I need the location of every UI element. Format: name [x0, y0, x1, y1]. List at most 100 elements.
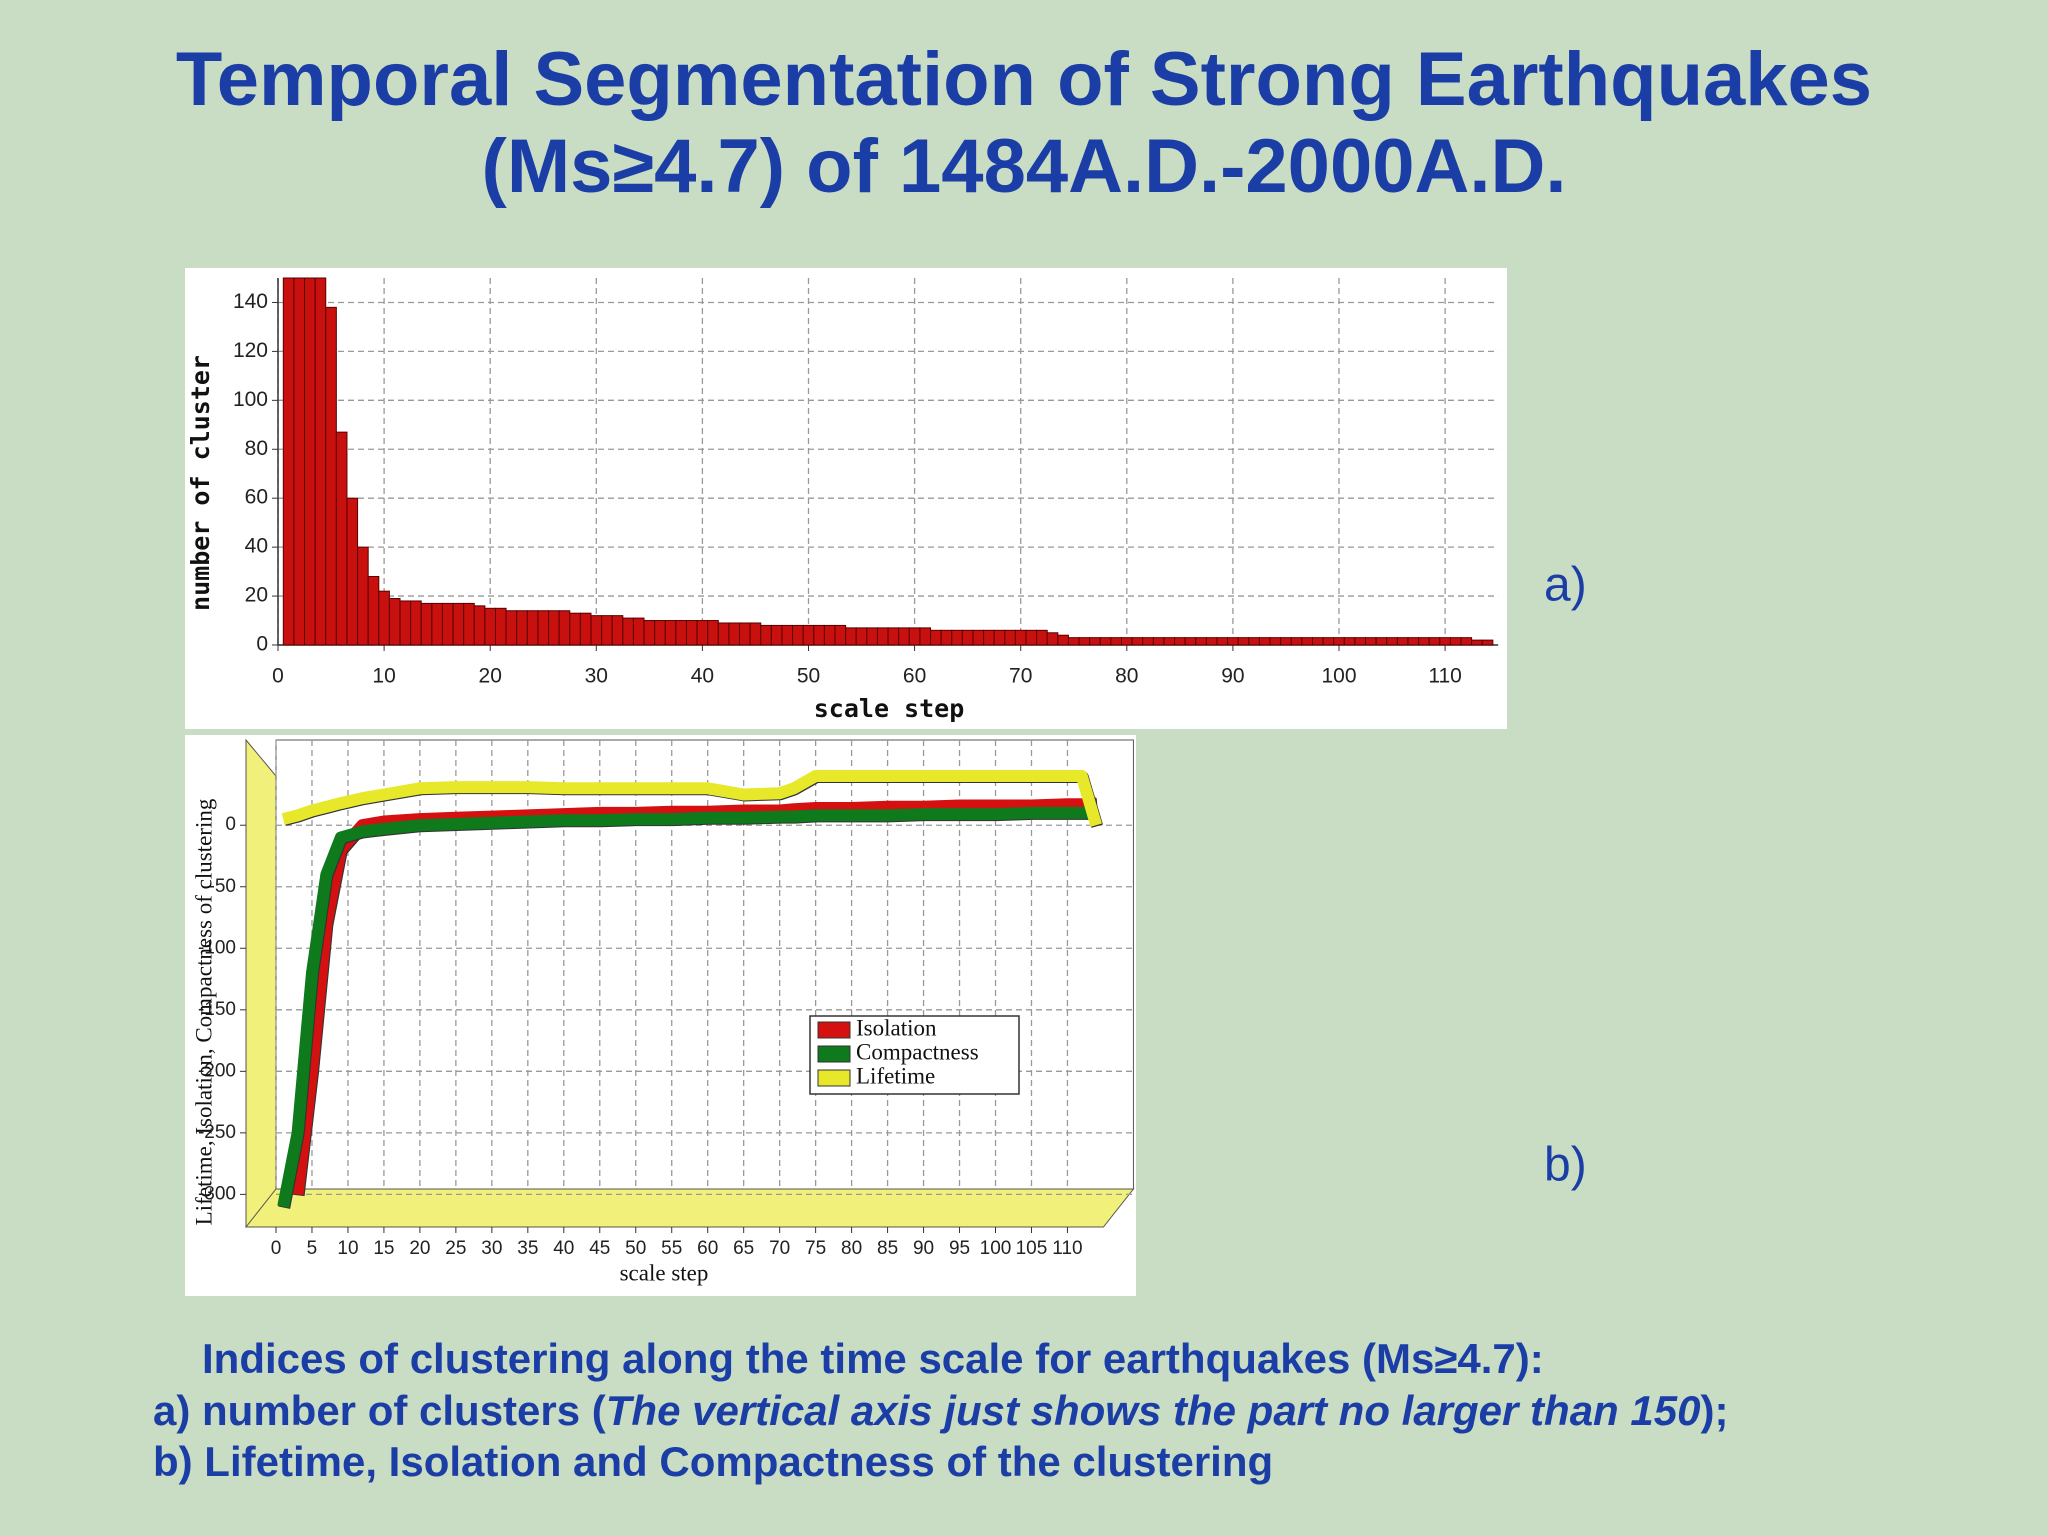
bar	[898, 627, 910, 646]
bar	[696, 620, 709, 646]
bar	[876, 627, 889, 646]
x-tick-label: 10	[372, 665, 395, 688]
title-line: Temporal Segmentation of Strong Earthqua…	[176, 37, 1872, 122]
bar	[1152, 637, 1165, 646]
bar	[908, 627, 921, 646]
bar	[1131, 637, 1144, 646]
legend-swatch	[817, 1021, 851, 1039]
bar	[1025, 629, 1038, 646]
bar	[1163, 637, 1176, 646]
y-tick-label: 0	[225, 814, 236, 835]
bar	[685, 620, 698, 646]
panel-label: b)	[1544, 1139, 1587, 1192]
x-tick-label: 55	[661, 1238, 682, 1259]
x-tick-label: 80	[1115, 665, 1138, 688]
caption-line: b) Lifetime, Isolation and Compactness o…	[153, 1438, 1273, 1485]
bar	[1280, 637, 1292, 646]
bar	[1418, 637, 1430, 646]
x-tick-label: 25	[445, 1238, 466, 1259]
title-line: (Ms≥4.7) of 1484A.D.-2000A.D.	[482, 124, 1567, 209]
x-axis-label: scale step	[814, 694, 965, 723]
series-line	[291, 797, 1097, 1196]
bar	[495, 607, 507, 646]
bar	[1014, 629, 1027, 646]
y-axis-label: Lifetime, Isolation, Compactness of clus…	[191, 798, 216, 1225]
x-tick-label: 95	[949, 1238, 970, 1259]
bar	[983, 629, 995, 646]
bar	[516, 610, 528, 646]
bar	[1396, 637, 1409, 646]
bar	[728, 622, 741, 646]
bar	[887, 627, 900, 646]
bar	[1227, 637, 1239, 646]
bar	[1386, 637, 1398, 646]
chart-a-panel	[185, 268, 1507, 729]
bar	[452, 602, 465, 646]
bar	[802, 624, 815, 646]
bar	[484, 607, 497, 646]
legend-label: Compactness	[856, 1039, 979, 1064]
x-tick-label: 100	[1321, 665, 1356, 688]
x-tick-label: 45	[589, 1238, 610, 1259]
bar	[463, 602, 475, 646]
bar	[1004, 629, 1016, 646]
y-axis-label: number of cluster	[186, 355, 215, 611]
bar	[1343, 637, 1356, 646]
bar	[866, 627, 878, 646]
bar	[1057, 634, 1069, 646]
panel-label: a)	[1544, 559, 1587, 612]
bar	[410, 600, 422, 646]
y-tick-label: 100	[233, 388, 268, 411]
bar	[1258, 637, 1271, 646]
x-tick-label: 30	[585, 665, 608, 688]
x-tick-label: 70	[769, 1238, 790, 1259]
bar	[972, 629, 985, 646]
bar	[1354, 637, 1367, 646]
x-tick-label: 105	[1016, 1238, 1048, 1259]
bar	[1078, 637, 1091, 646]
x-tick-label: 20	[409, 1238, 430, 1259]
bar	[1120, 637, 1133, 646]
bar	[1471, 639, 1483, 646]
bar	[813, 624, 825, 646]
caption-line: a) number of clusters (The vertical axis…	[153, 1387, 1728, 1434]
legend-label: Lifetime	[856, 1063, 935, 1088]
x-tick-label: 90	[1221, 665, 1244, 688]
bar	[855, 627, 868, 646]
bar	[707, 620, 719, 646]
side-wall	[245, 738, 277, 1228]
x-axis-label: scale step	[620, 1260, 709, 1285]
caption-line: Indices of clustering along the time sca…	[202, 1335, 1544, 1382]
bar	[558, 610, 571, 646]
series-line	[277, 806, 1097, 1208]
bar	[654, 620, 666, 646]
y-tick-label: 60	[245, 486, 268, 509]
bar	[1142, 637, 1154, 646]
bar	[1290, 637, 1303, 646]
x-tick-label: 0	[272, 665, 284, 688]
bar	[664, 620, 677, 646]
caption-part: );	[1700, 1387, 1728, 1434]
x-tick-label: 30	[481, 1238, 502, 1259]
x-tick-label: 110	[1428, 665, 1461, 688]
bar	[441, 602, 454, 646]
x-tick-label: 20	[479, 665, 502, 688]
bar	[993, 629, 1006, 646]
bar	[675, 620, 687, 646]
bar	[611, 615, 624, 646]
bar	[1407, 637, 1420, 646]
bar	[282, 277, 295, 646]
bar	[505, 610, 518, 646]
bar	[1481, 639, 1494, 646]
bar	[1089, 637, 1101, 646]
bar	[1067, 637, 1080, 646]
bar	[579, 612, 592, 646]
legend-swatch	[817, 1069, 851, 1087]
bar	[632, 617, 645, 646]
bar	[643, 620, 656, 646]
x-tick-label: 15	[373, 1238, 394, 1259]
x-tick-label: 0	[271, 1238, 282, 1259]
bar	[919, 627, 932, 646]
